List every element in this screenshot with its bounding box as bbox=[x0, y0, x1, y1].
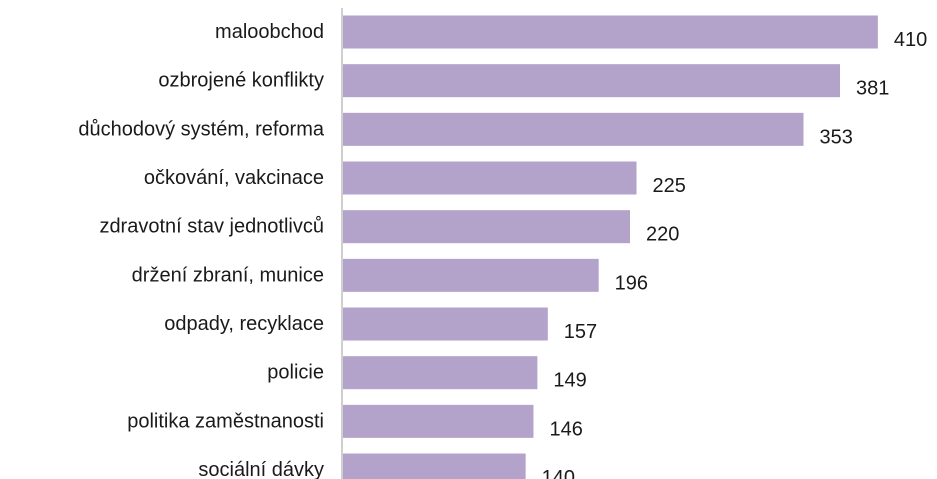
value-label: 225 bbox=[653, 175, 686, 197]
value-label: 381 bbox=[856, 78, 889, 100]
bar bbox=[343, 356, 538, 390]
category-label: politika zaměstnanosti bbox=[127, 410, 324, 432]
value-label: 196 bbox=[615, 272, 648, 294]
value-label: 157 bbox=[564, 321, 597, 343]
bar bbox=[343, 15, 878, 49]
bar bbox=[343, 112, 804, 146]
category-label: maloobchod bbox=[215, 21, 324, 43]
value-label: 149 bbox=[553, 370, 586, 392]
bar bbox=[343, 307, 548, 341]
value-label: 146 bbox=[549, 418, 582, 440]
value-label: 220 bbox=[646, 224, 679, 246]
value-label: 410 bbox=[894, 29, 927, 51]
bars-group bbox=[343, 15, 878, 479]
category-label: zdravotní stav jednotlivců bbox=[99, 216, 324, 238]
bar bbox=[343, 453, 526, 479]
value-label: 353 bbox=[819, 126, 852, 148]
bar bbox=[343, 64, 841, 98]
bar bbox=[343, 258, 599, 292]
category-label: očkování, vakcinace bbox=[144, 167, 324, 189]
category-label: odpady, recyklace bbox=[164, 313, 324, 335]
value-label: 140 bbox=[542, 467, 575, 479]
category-label: sociální dávky bbox=[198, 459, 324, 479]
category-label: policie bbox=[267, 362, 324, 384]
category-label: důchodový systém, reforma bbox=[78, 118, 325, 140]
bar bbox=[343, 210, 630, 244]
category-labels-group: maloobchod ozbrojené konflikty důchodový s… bbox=[78, 21, 325, 479]
bar bbox=[343, 161, 637, 195]
bar bbox=[343, 404, 534, 438]
value-labels-group: 410 381 353 225 220 196 157 149 146 140 bbox=[542, 29, 928, 479]
category-label: ozbrojené konflikty bbox=[158, 70, 324, 92]
category-label: držení zbraní, munice bbox=[132, 264, 324, 286]
